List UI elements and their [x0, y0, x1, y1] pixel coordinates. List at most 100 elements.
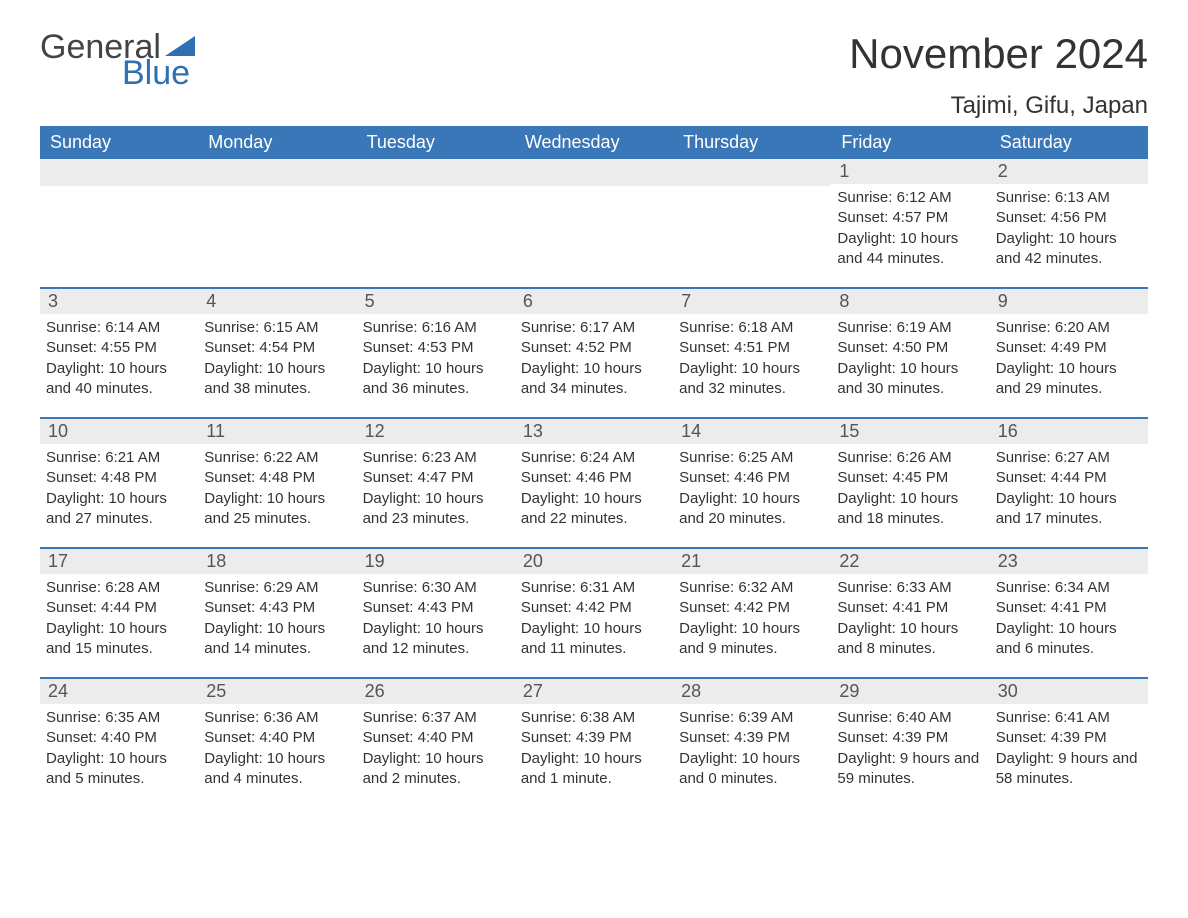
day-number: 13 [515, 419, 673, 444]
day-body: Sunrise: 6:12 AMSunset: 4:57 PMDaylight:… [831, 184, 989, 277]
weekday-header: Sunday [40, 126, 198, 159]
daylight-text: Daylight: 9 hours and 59 minutes. [837, 749, 983, 790]
sunset-text: Sunset: 4:50 PM [837, 338, 983, 358]
sunset-text: Sunset: 4:47 PM [363, 468, 509, 488]
daylight-text: Daylight: 10 hours and 14 minutes. [204, 619, 350, 660]
week-row: 17Sunrise: 6:28 AMSunset: 4:44 PMDayligh… [40, 547, 1148, 667]
sunset-text: Sunset: 4:48 PM [204, 468, 350, 488]
day-cell: 16Sunrise: 6:27 AMSunset: 4:44 PMDayligh… [990, 419, 1148, 537]
daylight-text: Daylight: 10 hours and 36 minutes. [363, 359, 509, 400]
day-body: Sunrise: 6:38 AMSunset: 4:39 PMDaylight:… [515, 704, 673, 797]
daylight-text: Daylight: 10 hours and 17 minutes. [996, 489, 1142, 530]
weekday-header: Tuesday [357, 126, 515, 159]
day-number: 28 [673, 679, 831, 704]
day-cell: 13 Sunrise: 6:24 AMSunset: 4:46 PMDayligh… [515, 419, 673, 537]
week-row: 24Sunrise: 6:35 AMSunset: 4:40 PMDayligh… [40, 677, 1148, 797]
daylight-text: Daylight: 9 hours and 58 minutes. [996, 749, 1142, 790]
sunrise-text: Sunrise: 6:19 AM [837, 318, 983, 338]
sunset-text: Sunset: 4:57 PM [837, 208, 983, 228]
day-cell: 30Sunrise: 6:41 AMSunset: 4:39 PMDayligh… [990, 679, 1148, 797]
day-cell [673, 159, 831, 277]
sunrise-text: Sunrise: 6:40 AM [837, 708, 983, 728]
sunrise-text: Sunrise: 6:25 AM [679, 448, 825, 468]
daylight-text: Daylight: 10 hours and 11 minutes. [521, 619, 667, 660]
sunset-text: Sunset: 4:46 PM [679, 468, 825, 488]
day-cell: 10Sunrise: 6:21 AMSunset: 4:48 PMDayligh… [40, 419, 198, 537]
daylight-text: Daylight: 10 hours and 27 minutes. [46, 489, 192, 530]
daylight-text: Daylight: 10 hours and 22 minutes. [521, 489, 667, 530]
brand-blue-text: Blue [122, 56, 195, 90]
day-number: 21 [673, 549, 831, 574]
sunset-text: Sunset: 4:43 PM [363, 598, 509, 618]
day-body: Sunrise: 6:35 AMSunset: 4:40 PMDaylight:… [40, 704, 198, 797]
day-cell: 18Sunrise: 6:29 AMSunset: 4:43 PMDayligh… [198, 549, 356, 667]
daylight-text: Daylight: 10 hours and 20 minutes. [679, 489, 825, 530]
sunset-text: Sunset: 4:52 PM [521, 338, 667, 358]
day-number: 8 [831, 289, 989, 314]
sunrise-text: Sunrise: 6:24 AM [521, 448, 667, 468]
day-body: Sunrise: 6:39 AMSunset: 4:39 PMDaylight:… [673, 704, 831, 797]
weekday-header: Saturday [990, 126, 1148, 159]
weekday-header: Wednesday [515, 126, 673, 159]
sunrise-text: Sunrise: 6:18 AM [679, 318, 825, 338]
day-number: 2 [990, 159, 1148, 184]
sunrise-text: Sunrise: 6:32 AM [679, 578, 825, 598]
day-number: 15 [831, 419, 989, 444]
sunrise-text: Sunrise: 6:39 AM [679, 708, 825, 728]
day-number: 14 [673, 419, 831, 444]
daylight-text: Daylight: 10 hours and 38 minutes. [204, 359, 350, 400]
day-number: 20 [515, 549, 673, 574]
sunset-text: Sunset: 4:41 PM [837, 598, 983, 618]
day-number: 26 [357, 679, 515, 704]
daylight-text: Daylight: 10 hours and 12 minutes. [363, 619, 509, 660]
day-number: 11 [198, 419, 356, 444]
sunset-text: Sunset: 4:46 PM [521, 468, 667, 488]
sunrise-text: Sunrise: 6:33 AM [837, 578, 983, 598]
day-number: 5 [357, 289, 515, 314]
sunset-text: Sunset: 4:40 PM [204, 728, 350, 748]
weekday-header: Friday [831, 126, 989, 159]
day-body: Sunrise: 6:29 AMSunset: 4:43 PMDaylight:… [198, 574, 356, 667]
sunset-text: Sunset: 4:45 PM [837, 468, 983, 488]
sunset-text: Sunset: 4:49 PM [996, 338, 1142, 358]
empty-day-header [357, 159, 515, 186]
sunset-text: Sunset: 4:51 PM [679, 338, 825, 358]
sunrise-text: Sunrise: 6:27 AM [996, 448, 1142, 468]
day-body: Sunrise: 6:30 AMSunset: 4:43 PMDaylight:… [357, 574, 515, 667]
day-body: Sunrise: 6:21 AMSunset: 4:48 PMDaylight:… [40, 444, 198, 537]
day-number: 30 [990, 679, 1148, 704]
sunset-text: Sunset: 4:39 PM [996, 728, 1142, 748]
empty-day-header [515, 159, 673, 186]
day-number: 10 [40, 419, 198, 444]
sunrise-text: Sunrise: 6:20 AM [996, 318, 1142, 338]
sunrise-text: Sunrise: 6:35 AM [46, 708, 192, 728]
day-cell: 5Sunrise: 6:16 AMSunset: 4:53 PMDaylight… [357, 289, 515, 407]
sunrise-text: Sunrise: 6:30 AM [363, 578, 509, 598]
day-cell [40, 159, 198, 277]
daylight-text: Daylight: 10 hours and 42 minutes. [996, 229, 1142, 270]
sunset-text: Sunset: 4:42 PM [679, 598, 825, 618]
daylight-text: Daylight: 10 hours and 1 minute. [521, 749, 667, 790]
sunrise-text: Sunrise: 6:31 AM [521, 578, 667, 598]
empty-day-header [673, 159, 831, 186]
sunset-text: Sunset: 4:56 PM [996, 208, 1142, 228]
day-body: Sunrise: 6:15 AMSunset: 4:54 PMDaylight:… [198, 314, 356, 407]
sunrise-text: Sunrise: 6:26 AM [837, 448, 983, 468]
calendar-table: SundayMondayTuesdayWednesdayThursdayFrid… [40, 126, 1148, 797]
daylight-text: Daylight: 10 hours and 4 minutes. [204, 749, 350, 790]
day-cell: 22Sunrise: 6:33 AMSunset: 4:41 PMDayligh… [831, 549, 989, 667]
empty-day-header [40, 159, 198, 186]
daylight-text: Daylight: 10 hours and 8 minutes. [837, 619, 983, 660]
daylight-text: Daylight: 10 hours and 44 minutes. [837, 229, 983, 270]
sunset-text: Sunset: 4:55 PM [46, 338, 192, 358]
day-cell: 27Sunrise: 6:38 AMSunset: 4:39 PMDayligh… [515, 679, 673, 797]
day-number: 27 [515, 679, 673, 704]
daylight-text: Daylight: 10 hours and 30 minutes. [837, 359, 983, 400]
sunset-text: Sunset: 4:48 PM [46, 468, 192, 488]
sunset-text: Sunset: 4:53 PM [363, 338, 509, 358]
day-cell: 14 Sunrise: 6:25 AMSunset: 4:46 PMDayligh… [673, 419, 831, 537]
header-area: General Blue November 2024 Tajimi, Gifu,… [40, 30, 1148, 120]
day-body: Sunrise: 6:19 AMSunset: 4:50 PMDaylight:… [831, 314, 989, 407]
weekday-header: Monday [198, 126, 356, 159]
day-cell: 7Sunrise: 6:18 AMSunset: 4:51 PMDaylight… [673, 289, 831, 407]
